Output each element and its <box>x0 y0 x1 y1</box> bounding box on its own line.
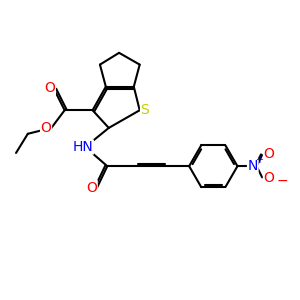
Text: +: + <box>255 155 263 165</box>
Text: O: O <box>263 171 274 185</box>
Text: O: O <box>40 121 52 135</box>
Text: N: N <box>248 159 258 173</box>
Text: −: − <box>276 174 288 188</box>
Text: O: O <box>263 147 274 161</box>
Text: HN: HN <box>73 140 93 154</box>
Text: O: O <box>86 181 97 195</box>
Text: S: S <box>141 103 149 117</box>
Text: O: O <box>44 81 55 95</box>
